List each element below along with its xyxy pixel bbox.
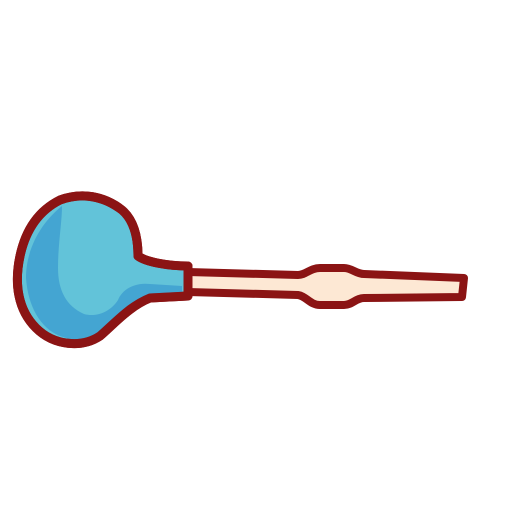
dropper-tube [188, 268, 464, 305]
